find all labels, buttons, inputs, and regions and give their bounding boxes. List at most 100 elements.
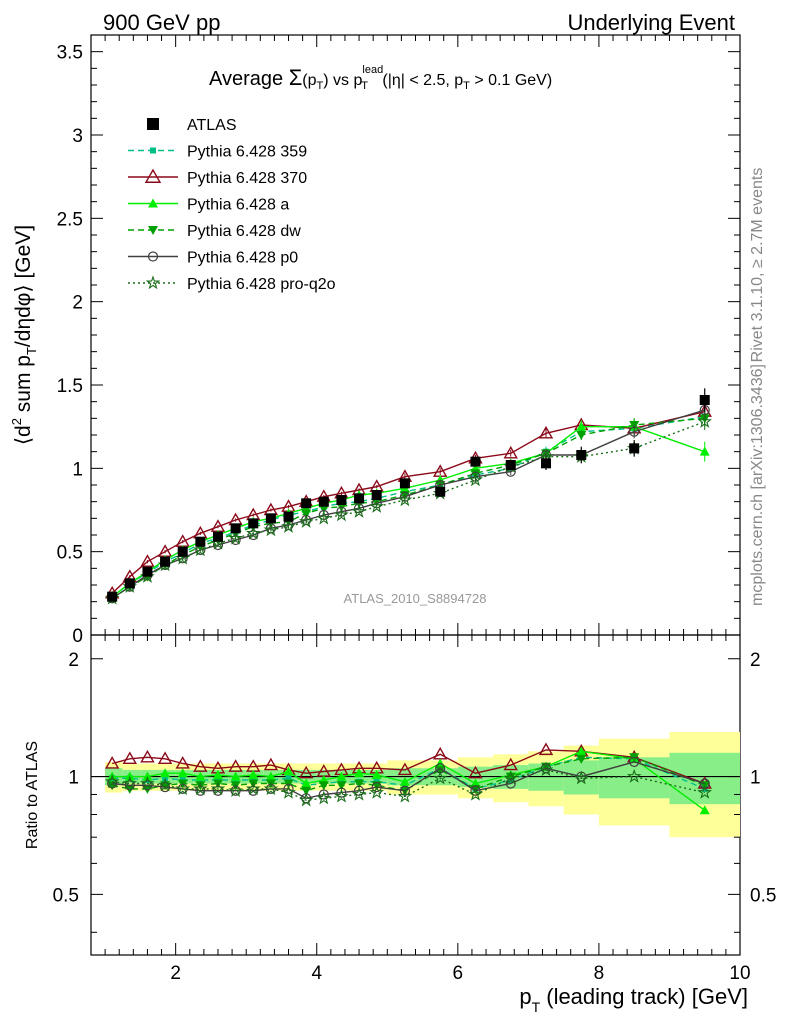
ratio-point <box>177 768 188 778</box>
ratio-point <box>195 771 206 781</box>
main-y-tick-label: 2 <box>72 293 83 314</box>
series-line <box>111 417 705 599</box>
mcplots-reference-text: mcplots.cern.ch [arXiv:1306.3436] <box>749 364 766 606</box>
legend-marker <box>147 251 159 262</box>
data-point <box>283 511 294 522</box>
legend-label: ATLAS <box>187 117 237 134</box>
data-point <box>435 486 446 497</box>
data-point <box>301 509 312 519</box>
ratio-point <box>157 777 173 792</box>
ratio-point <box>505 772 516 782</box>
ratio-y-tick-label: 0.5 <box>53 885 79 906</box>
data-point <box>468 472 483 487</box>
data-point <box>281 519 296 533</box>
ratio-point <box>397 788 413 803</box>
data-point <box>699 395 710 405</box>
data-point <box>334 507 349 522</box>
data-point <box>697 414 712 428</box>
series-line <box>111 421 705 599</box>
header-right: Underlying Event <box>567 10 735 35</box>
ratio-point <box>353 785 365 796</box>
series-2 <box>107 418 710 601</box>
analysis-watermark: ATLAS_2010_S8894728 <box>344 591 487 606</box>
ratio-point <box>301 786 312 796</box>
data-point <box>369 499 384 513</box>
ratio-point <box>334 788 349 803</box>
ratio-point <box>369 784 385 799</box>
series-4 <box>107 401 710 604</box>
ratio-point <box>104 773 120 789</box>
legend-entry: Pythia 6.428 dw <box>128 223 301 240</box>
legend-entry: Pythia 6.428 359 <box>128 144 307 161</box>
main-y-axis-label: ⟨d2 sum pT/dηdφ⟩ [GeV] <box>9 225 39 445</box>
ratio-point <box>263 757 279 771</box>
ratio-point <box>122 751 138 765</box>
main-axes: 0 0.5 1 1.5 2 2.5 3 3.5 <box>57 35 741 647</box>
legend-entry: Pythia 6.428 370 <box>128 168 307 187</box>
data-point <box>107 591 118 602</box>
ratio-y-tick-label: 2 <box>68 650 79 671</box>
ratio-point <box>318 789 329 800</box>
ratio-point <box>399 776 410 786</box>
data-point <box>212 531 223 542</box>
legend-label: Pythia 6.428 pro-q2o <box>187 276 336 293</box>
data-point <box>298 514 314 528</box>
ratio-point <box>230 771 241 781</box>
ratio-point <box>354 779 365 789</box>
ratio-point <box>124 780 135 791</box>
ratio-y-tick-label-right: 1 <box>750 768 761 789</box>
legend-entry: Pythia 6.428 pro-q2o <box>128 275 336 293</box>
ratio-series-layer <box>104 742 713 815</box>
ratio-point <box>281 784 296 799</box>
x-axis-label: pT (leading track) [GeV] <box>519 984 748 1015</box>
ratio-point <box>192 781 208 796</box>
data-point <box>576 421 587 431</box>
data-point <box>263 522 279 537</box>
legend: ATLAS Pythia 6.428 359 Pythia 6.428 370 Pyt… <box>128 117 336 293</box>
legend-label: Pythia 6.428 370 <box>187 170 307 187</box>
data-point <box>265 513 276 524</box>
legend-marker <box>148 226 158 235</box>
ratio-series-5 <box>104 762 713 807</box>
ratio-point <box>629 756 640 768</box>
x-tick-label: 10 <box>729 963 750 984</box>
series-line <box>111 426 705 598</box>
ratio-point <box>142 780 153 791</box>
ratio-point <box>316 790 332 805</box>
data-point <box>399 478 410 489</box>
ratio-point <box>298 792 314 807</box>
x-tick-label: 2 <box>170 963 181 984</box>
ratio-point <box>468 765 483 779</box>
ratio-y-tick-label-right: 2 <box>750 650 761 671</box>
ratio-point <box>285 775 292 782</box>
legend-marker <box>148 198 158 208</box>
ratio-point <box>371 769 382 779</box>
data-point <box>316 510 332 525</box>
ratio-stat-band <box>563 760 599 795</box>
data-point <box>397 492 413 507</box>
data-point <box>160 556 171 567</box>
ratio-point <box>175 781 191 796</box>
ratio-point <box>195 785 206 796</box>
x-tick-label: 8 <box>594 963 605 984</box>
ratio-point <box>245 781 261 796</box>
legend-label: Pythia 6.428 a <box>187 197 289 214</box>
ratio-point <box>626 768 642 783</box>
rivet-version-text: Rivet 3.1.10, ≥ 2.7M events <box>749 168 766 363</box>
data-point <box>354 493 365 504</box>
data-point <box>124 578 135 589</box>
data-point <box>503 445 518 459</box>
x-tick-label: 6 <box>453 963 464 984</box>
data-point <box>230 523 241 534</box>
ratio-point <box>301 778 312 788</box>
data-point <box>230 534 241 546</box>
ratio-point <box>574 770 589 785</box>
data-point <box>629 443 640 454</box>
data-point <box>318 496 329 507</box>
ratio-stat-band <box>598 757 670 799</box>
main-y-tick-label: 3.5 <box>57 43 83 64</box>
series-line <box>111 416 705 598</box>
ratio-point <box>210 781 226 796</box>
legend-entry: Pythia 6.428 a <box>128 197 289 214</box>
data-point <box>336 495 347 505</box>
